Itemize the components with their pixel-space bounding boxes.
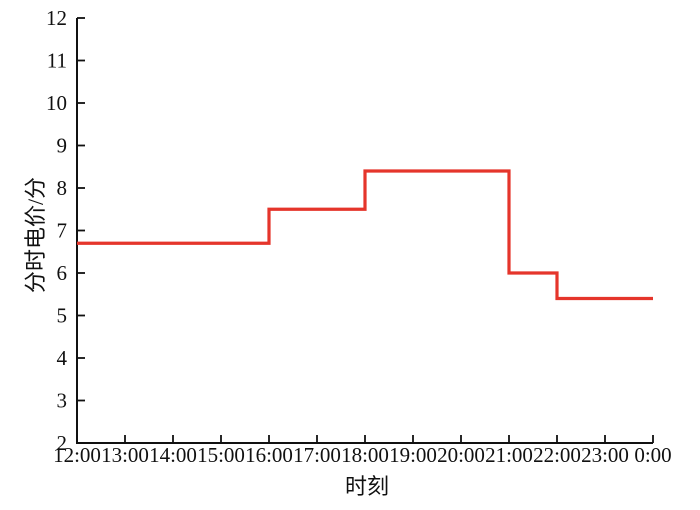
x-tick-label: 16:00 xyxy=(245,443,293,467)
x-tick-label: 20:00 xyxy=(437,443,485,467)
x-tick-label: 12:00 xyxy=(53,443,101,467)
x-tick-label: 21:00 xyxy=(485,443,533,467)
x-tick-label: 23:00 xyxy=(581,443,629,467)
x-tick-label: 19:00 xyxy=(389,443,437,467)
axis-spine xyxy=(76,18,653,444)
y-tick-label: 6 xyxy=(57,261,68,285)
y-tick-label: 7 xyxy=(57,219,68,243)
x-tick-label: 17:00 xyxy=(293,443,341,467)
y-tick-label: 4 xyxy=(57,346,68,370)
y-tick-label: 2 xyxy=(57,431,68,455)
y-tick-label: 12 xyxy=(46,6,67,30)
y-tick-label: 9 xyxy=(57,134,68,158)
y-tick-label: 5 xyxy=(57,304,68,328)
x-tick-label: 13:00 xyxy=(101,443,149,467)
y-tick-label: 3 xyxy=(57,389,68,413)
y-axis-title: 分时电价/分 xyxy=(23,177,48,293)
x-tick-label: 14:00 xyxy=(149,443,197,467)
x-tick-label: 15:00 xyxy=(197,443,245,467)
x-tick-label: 0:00 xyxy=(634,443,671,467)
x-axis-title: 时刻 xyxy=(345,474,389,499)
y-tick-label: 10 xyxy=(46,91,67,115)
y-tick-label: 8 xyxy=(57,176,68,200)
x-tick-label: 18:00 xyxy=(341,443,389,467)
price-step-line xyxy=(77,169,653,301)
y-tick-label: 11 xyxy=(47,49,67,73)
x-tick-label: 22:00 xyxy=(533,443,581,467)
